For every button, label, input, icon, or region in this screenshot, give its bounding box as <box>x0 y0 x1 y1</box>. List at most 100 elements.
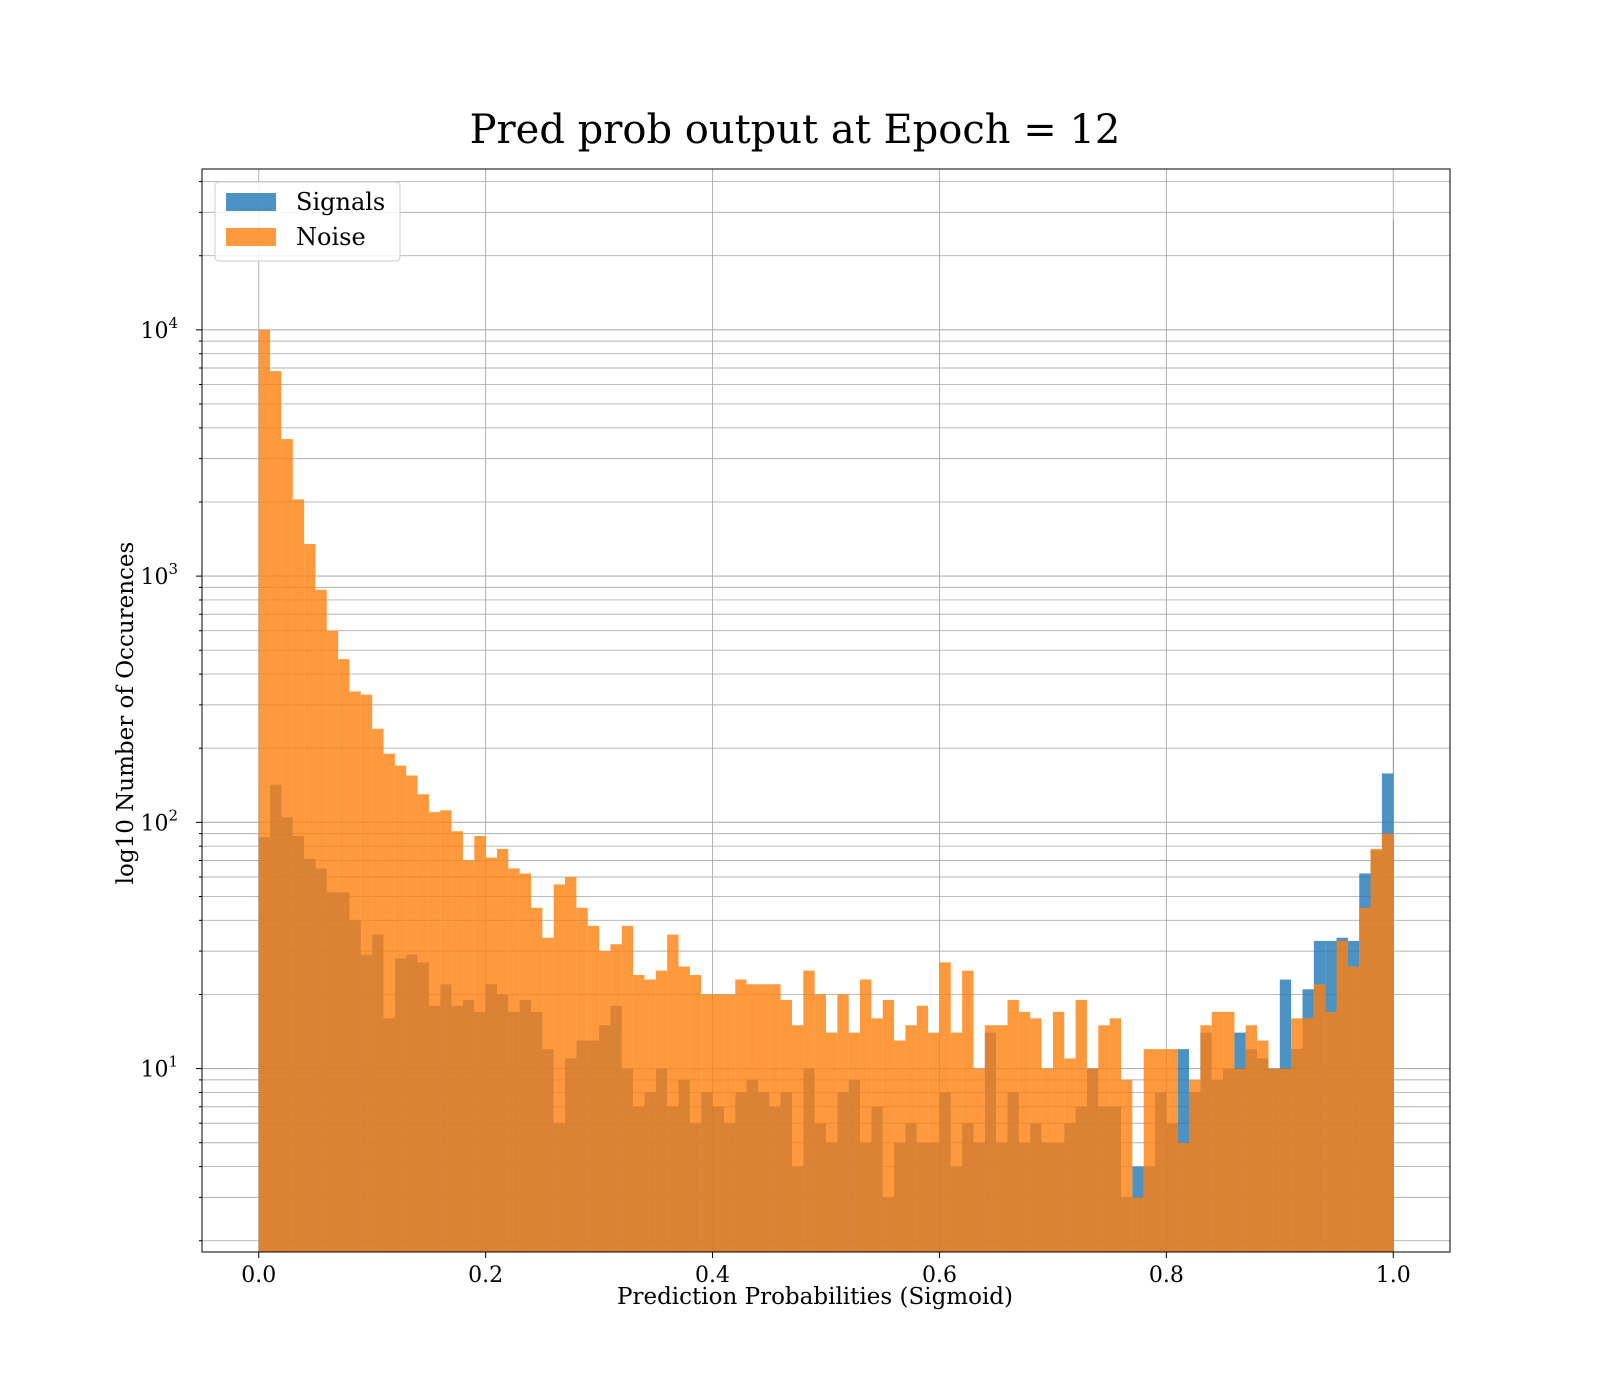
noise-bar <box>394 765 407 1252</box>
noise-bar <box>757 984 770 1252</box>
y-axis-label: log10 Number of Occurences <box>113 542 139 885</box>
noise-bar <box>1381 833 1394 1252</box>
noise-bar <box>1302 1018 1314 1252</box>
noise-bar <box>689 974 702 1252</box>
noise-bar <box>428 812 441 1252</box>
noise-bar <box>1064 1058 1076 1252</box>
noise-bar <box>644 979 656 1252</box>
noise-bar <box>678 966 690 1252</box>
noise-bar <box>1200 1025 1212 1252</box>
noise-bar <box>519 873 532 1252</box>
noise-bar <box>406 775 418 1252</box>
y-tick-label: 103 <box>140 560 178 590</box>
noise-bar <box>1132 1197 1144 1252</box>
noise-bar <box>440 810 452 1252</box>
noise-bar <box>882 999 895 1252</box>
noise-bar <box>916 1005 929 1252</box>
noise-bar <box>349 691 361 1252</box>
noise-bar <box>1086 1068 1099 1252</box>
noise-bar <box>1155 1049 1167 1252</box>
noise-bar <box>553 884 566 1252</box>
noise-bar <box>814 994 826 1252</box>
x-tick-label: 0.6 <box>922 1263 957 1288</box>
noise-bar <box>576 907 588 1252</box>
noise-bar <box>1393 740 1394 1252</box>
x-axis-label: Prediction Probabilities (Sigmoid) <box>617 1284 1013 1310</box>
noise-bar <box>928 1032 940 1252</box>
noise-bar <box>417 794 429 1252</box>
y-tick-label: 101 <box>140 1053 178 1083</box>
noise-bar <box>667 934 679 1252</box>
noise-bar <box>587 925 600 1252</box>
noise-bar <box>1177 1142 1190 1252</box>
legend: Signals Noise <box>214 181 401 262</box>
noise-bar <box>723 994 736 1252</box>
noise-bar <box>610 944 622 1252</box>
y-tick-label: 104 <box>140 314 178 344</box>
noise-bar <box>1018 1011 1031 1252</box>
x-tick-label: 0.0 <box>241 1263 276 1288</box>
noise-bar <box>1245 1025 1258 1252</box>
noise-bar <box>962 970 974 1252</box>
x-tick-label: 0.2 <box>468 1263 503 1288</box>
noise-bar <box>1052 1011 1065 1252</box>
legend-label: Noise <box>296 223 366 251</box>
noise-bar <box>633 974 645 1252</box>
noise-bar <box>485 857 497 1252</box>
signals-bar <box>1393 219 1394 1253</box>
noise-bar <box>1189 1079 1201 1252</box>
noise-bar <box>1370 848 1382 1252</box>
noise-bar <box>655 970 668 1252</box>
noise-bar <box>474 836 486 1252</box>
noise-bar <box>735 979 747 1252</box>
noise-bar <box>1336 940 1348 1252</box>
noise-bar <box>1347 966 1360 1252</box>
noise-bar <box>939 962 951 1252</box>
noise-bar <box>451 831 463 1252</box>
noise-bar <box>542 937 554 1252</box>
noise-bar <box>1211 1011 1224 1252</box>
legend-label: Signals <box>296 188 385 216</box>
noise-bar <box>780 999 792 1252</box>
noise-bar <box>837 994 849 1252</box>
noise-bar <box>1143 1049 1156 1252</box>
noise-bar <box>769 984 781 1252</box>
noise-bar <box>1223 1011 1235 1252</box>
noise-bar <box>383 753 395 1252</box>
noise-bar <box>1325 1011 1337 1252</box>
noise-bar <box>304 544 316 1252</box>
noise-bar <box>1291 1018 1303 1252</box>
noise-bar <box>1359 907 1371 1252</box>
noise-bar <box>1075 999 1087 1252</box>
noise-bar <box>701 994 713 1252</box>
noise-bar <box>338 659 350 1252</box>
noise-bars <box>258 329 1394 1252</box>
noise-bar <box>462 860 475 1252</box>
noise-bar <box>1279 1068 1292 1252</box>
noise-bar <box>1109 1018 1121 1252</box>
noise-bar <box>1268 1068 1280 1252</box>
noise-bar <box>565 876 577 1252</box>
chart-title: Pred prob output at Epoch = 12 <box>470 107 1121 153</box>
noise-bar <box>1030 1018 1042 1252</box>
x-axis-ticks: 0.0 0.2 0.4 0.6 0.8 1.0 <box>241 1252 1411 1288</box>
noise-bar <box>1041 1068 1053 1252</box>
noise-bar <box>1120 1079 1133 1252</box>
legend-swatch <box>226 228 276 246</box>
noise-bar <box>803 970 815 1252</box>
noise-bar <box>281 439 293 1252</box>
noise-bar <box>1098 1025 1110 1252</box>
noise-bar <box>984 1025 997 1252</box>
noise-bar <box>326 630 339 1252</box>
noise-bar <box>848 1032 861 1252</box>
noise-bar <box>1007 999 1019 1252</box>
y-tick-label: 102 <box>140 806 178 836</box>
noise-bar <box>860 979 872 1252</box>
legend-swatch <box>226 193 276 211</box>
noise-bar <box>1257 1040 1269 1252</box>
noise-bar <box>950 1032 963 1252</box>
noise-bar <box>258 329 271 1252</box>
noise-bar <box>905 1025 917 1252</box>
noise-bar <box>496 848 509 1252</box>
noise-bar <box>360 694 373 1252</box>
